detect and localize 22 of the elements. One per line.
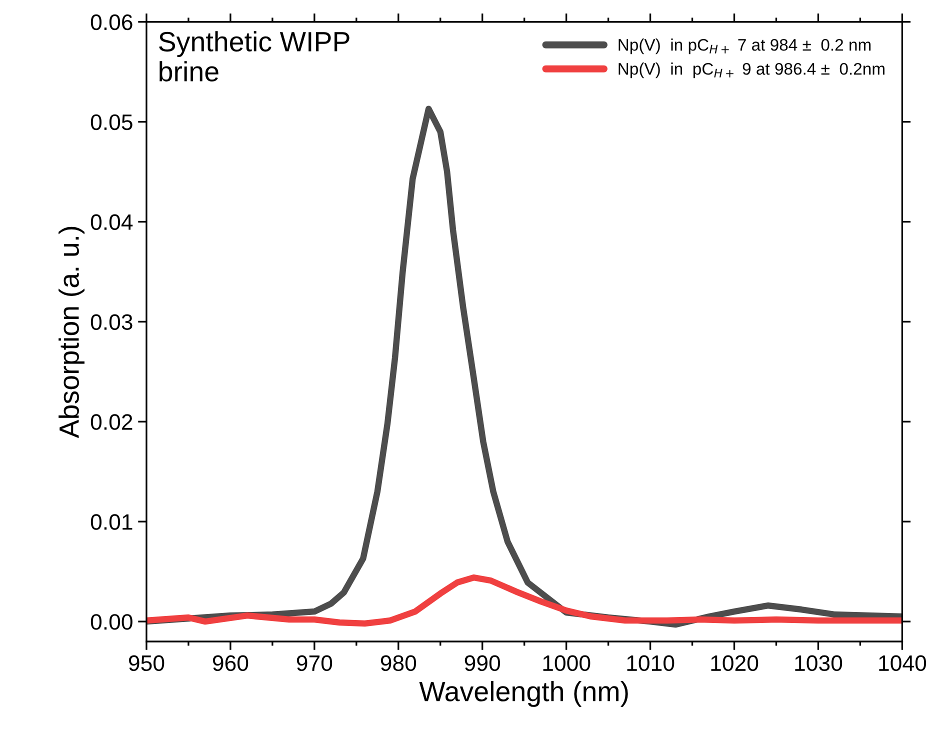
x-tick-label: 1040 bbox=[879, 655, 926, 672]
y-axis-title: Absorption (a. u.) bbox=[58, 226, 84, 438]
y-tick-label: 0.04 bbox=[90, 214, 133, 230]
y-tick-label: 0.02 bbox=[90, 414, 132, 430]
x-tick-label: 1030 bbox=[795, 655, 842, 672]
x-tick-label: 970 bbox=[296, 655, 332, 672]
y-tick-label: 0.05 bbox=[90, 114, 132, 130]
legend-label: Np(V) in pC$_{H+}$ 7 at 984 ± 0.2 nm bbox=[618, 38, 871, 54]
x-tick-label: 1010 bbox=[627, 655, 674, 672]
x-tick-label: 950 bbox=[128, 655, 164, 672]
x-axis-title: Wavelength (nm) bbox=[419, 680, 628, 707]
x-tick-label: 960 bbox=[212, 655, 248, 672]
x-tick-label: 1020 bbox=[711, 655, 758, 672]
y-tick-label: 0.00 bbox=[90, 614, 132, 630]
annotation: Synthetic WIPP brine bbox=[159, 31, 350, 82]
legend-label: Np(V) in pC$_{H+}$ 9 at 986.4 ± 0.2nm bbox=[618, 62, 884, 78]
y-tick-label: 0.06 bbox=[90, 14, 132, 30]
x-tick-label: 990 bbox=[464, 655, 500, 672]
x-tick-label: 1000 bbox=[543, 655, 590, 672]
x-tick-label: 980 bbox=[380, 655, 416, 672]
y-tick-label: 0.01 bbox=[90, 514, 132, 530]
y-tick-label: 0.03 bbox=[90, 314, 132, 330]
